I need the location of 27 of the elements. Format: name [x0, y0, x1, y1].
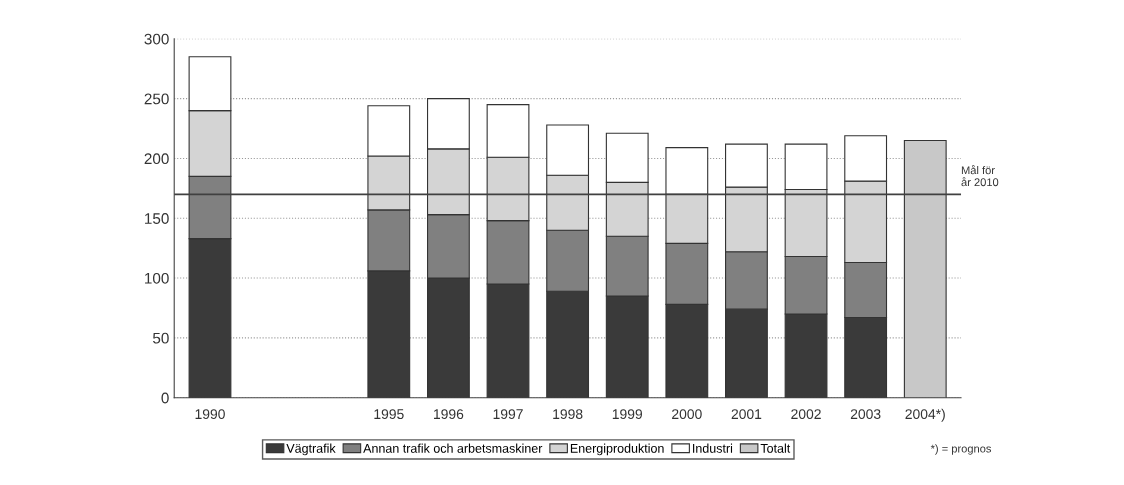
y-tick-label: 150: [145, 213, 169, 224]
x-tick-label: 1990: [195, 409, 225, 420]
legend-label: Energiproduktion: [570, 443, 664, 456]
x-tick-label: 1999: [612, 409, 643, 420]
y-tick-label: 100: [145, 272, 169, 284]
y-tick-label: 200: [144, 153, 169, 165]
bar: [665, 147, 709, 195]
y-tick-label: 50: [152, 332, 169, 344]
ref-line-label: Mål för år 2010: [961, 165, 999, 187]
x-tick-label: 1996: [434, 409, 464, 420]
x-tick-label: 2004*): [905, 408, 945, 422]
legend-label: Industri: [693, 443, 733, 453]
text: *) = prognos: [930, 444, 992, 455]
legend-label: Totalt: [760, 443, 791, 453]
x-tick-label: 2000: [672, 409, 702, 420]
y-tick-label: 0: [161, 392, 169, 404]
x-tick-label: 2003: [850, 409, 881, 420]
legend-label: Vägtrafik: [286, 443, 336, 456]
y-tick-label: 250: [144, 93, 169, 105]
bar: [903, 139, 947, 398]
x-tick-label: 2002: [791, 409, 821, 420]
y-tick-label: 300: [144, 33, 169, 45]
x-tick-label: 1998: [553, 409, 583, 420]
x-tick-label: 1997: [493, 409, 523, 420]
x-tick-label: 2001: [731, 409, 762, 420]
legend-label: Annan trafik och arbetsmaskiner: [363, 443, 543, 453]
x-tick-label: 1995: [374, 409, 404, 420]
